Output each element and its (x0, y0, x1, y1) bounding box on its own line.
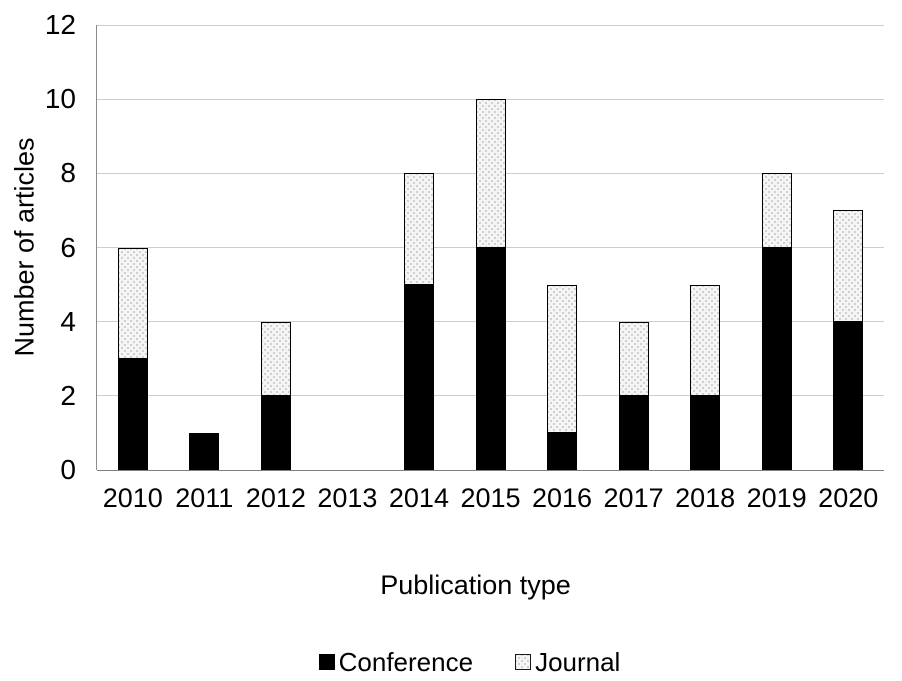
x-tick-label-2019: 2019 (746, 483, 807, 513)
legend-item-journal: Journal (515, 647, 620, 677)
bar-segment-journal-2014 (403, 173, 434, 285)
x-tick-label-2016: 2016 (531, 483, 593, 513)
legend-item-conference: Conference (318, 647, 474, 677)
x-tick-label-2014: 2014 (388, 483, 449, 513)
y-tick-label-10: 10 (44, 83, 76, 115)
bar-segment-journal-2012 (260, 321, 291, 396)
x-tick-label-2012: 2012 (245, 483, 306, 513)
x-axis-title: Publication type (380, 570, 571, 600)
y-tick-label-4: 4 (60, 305, 76, 337)
y-tick-label-6: 6 (60, 231, 76, 263)
bar-segment-conference-2014 (403, 284, 434, 470)
gridline-y10 (97, 98, 884, 100)
bar-segment-journal-2018 (690, 284, 721, 396)
y-tick-label-12: 12 (44, 9, 76, 40)
x-tick-label-2011: 2011 (175, 483, 234, 513)
x-tick-label-2018: 2018 (675, 483, 736, 513)
x-tick-label-2015: 2015 (460, 483, 521, 513)
bar-segment-journal-2016 (547, 284, 578, 433)
x-tick-label-2010: 2010 (102, 483, 163, 513)
y-axis-line (96, 25, 97, 470)
bar-segment-conference-2019 (761, 247, 792, 470)
y-tick-label-8: 8 (60, 157, 76, 189)
bar-segment-conference-2020 (833, 321, 864, 470)
legend-label-conference: Conference (338, 647, 474, 677)
bar-segment-journal-2020 (833, 210, 864, 322)
legend-swatch-conference (318, 654, 335, 670)
bar-segment-conference-2011 (189, 432, 220, 470)
y-tick-label-2: 2 (60, 379, 76, 411)
x-tick-label-2017: 2017 (603, 483, 664, 513)
bar-segment-journal-2017 (618, 321, 649, 396)
bar-segment-conference-2017 (618, 395, 649, 470)
plot-area (96, 24, 884, 471)
bar-segment-conference-2018 (690, 395, 721, 470)
bar-segment-conference-2015 (475, 247, 506, 470)
x-tick-label-2013: 2013 (317, 483, 378, 513)
legend: Conference Journal (76, 644, 863, 680)
x-tick-label-2020: 2020 (818, 483, 879, 513)
legend-swatch-journal (515, 654, 532, 670)
x-axis-line (97, 469, 884, 471)
y-tick-label-0: 0 (60, 454, 76, 485)
bar-segment-journal-2010 (117, 247, 148, 359)
gridline-y12 (97, 24, 884, 26)
bar-segment-journal-2015 (475, 99, 506, 248)
bar-segment-conference-2010 (117, 358, 148, 470)
bar-segment-journal-2019 (761, 173, 792, 248)
legend-label-journal: Journal (535, 647, 621, 677)
bar-segment-conference-2016 (547, 432, 578, 470)
bar-segment-conference-2012 (260, 395, 291, 470)
